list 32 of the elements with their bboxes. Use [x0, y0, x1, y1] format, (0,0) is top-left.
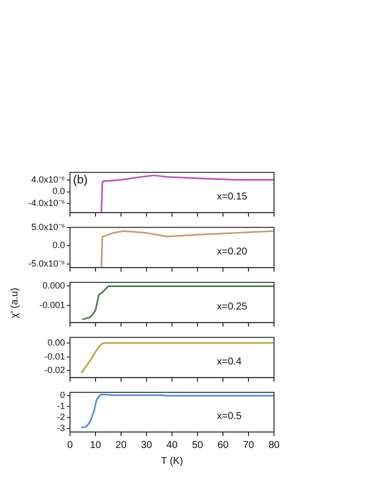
- x-tick-label: 60: [217, 440, 229, 451]
- y-tick-label: -0.01: [44, 351, 65, 362]
- x-tick-label: 70: [242, 440, 254, 451]
- y-tick-label: 0.0: [52, 186, 65, 196]
- y-tick-label: 0.000: [42, 280, 65, 291]
- x-axis-title: T (K): [160, 456, 184, 467]
- y-tick-label: -1: [56, 401, 65, 412]
- x-tick-label: 10: [90, 440, 102, 451]
- annotation: x=0.25: [216, 301, 248, 312]
- y-tick-label: -5.0x10⁻⁶: [28, 258, 66, 268]
- annotation: x=0.4: [216, 356, 242, 368]
- y-tick-label: -2: [56, 412, 65, 422]
- x-tick-label: 50: [192, 440, 204, 451]
- y-tick-label: 0.00: [47, 337, 65, 348]
- y-tick-label: -3: [56, 423, 65, 434]
- x-tick-label: 40: [166, 440, 178, 451]
- y-tick-label: 4.0x10⁻⁶: [31, 174, 66, 184]
- y-tick-label: 0.0: [52, 240, 65, 250]
- annotation: x=0.5: [216, 410, 242, 422]
- y-tick-label: -0.02: [44, 365, 65, 376]
- x-tick-label: 30: [140, 440, 152, 451]
- x-tick-label: 80: [268, 440, 280, 451]
- y-tick-label: -4.0x10⁻⁶: [28, 198, 66, 208]
- x-tick-label: 0: [67, 440, 74, 451]
- y-tick-label: 5.0x10⁻⁶: [31, 222, 66, 232]
- y-tick-label: -0.001: [39, 300, 65, 310]
- chart-title: (b): [73, 172, 88, 187]
- y-axis-title: χ' (a.u): [10, 287, 20, 318]
- y-tick-label: 0: [60, 390, 65, 400]
- annotation: x=0.20: [216, 246, 248, 258]
- annotation: x=0.15: [216, 191, 248, 202]
- x-tick-label: 20: [115, 440, 127, 451]
